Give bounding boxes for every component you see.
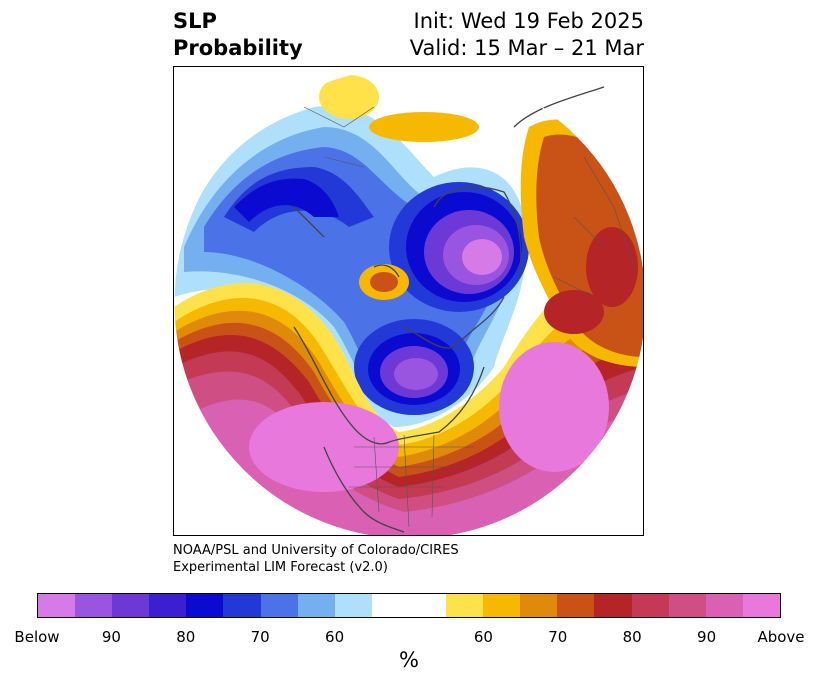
colorbar-tick-label: Above bbox=[757, 628, 805, 646]
colorbar-tick-label: Below bbox=[14, 628, 60, 646]
data-credit: NOAA/PSL and University of Colorado/CIRE… bbox=[173, 542, 459, 576]
colorbar-tick-label: 80 bbox=[622, 628, 642, 646]
init-date: Init: Wed 19 Feb 2025 bbox=[413, 9, 644, 33]
colorbar-neutral-swatch bbox=[371, 594, 447, 617]
colorbar-tick-label: 60 bbox=[473, 628, 493, 646]
above-core-atlantic bbox=[499, 342, 609, 472]
map-title-right: Init: Wed 19 Feb 2025 Valid: 15 Mar – 21… bbox=[410, 8, 644, 62]
credit-line-1: NOAA/PSL and University of Colorado/CIRE… bbox=[173, 543, 459, 558]
title-line-slp: SLP bbox=[173, 9, 217, 33]
colorbar-tick-label: 60 bbox=[325, 628, 345, 646]
colorbar-below-swatch bbox=[223, 594, 261, 617]
colorbar-above-swatch bbox=[446, 594, 484, 617]
polar-projection-map bbox=[174, 67, 643, 535]
valid-range: Valid: 15 Mar – 21 Mar bbox=[409, 36, 644, 60]
colorbar-below-swatch bbox=[297, 594, 335, 617]
colorbar-below-swatch bbox=[334, 594, 372, 617]
shaded-fields bbox=[174, 67, 643, 535]
coastlines bbox=[293, 86, 605, 533]
colorbar-tick-label: 90 bbox=[101, 628, 121, 646]
colorbar-below-swatch bbox=[112, 594, 150, 617]
colorbar-tick-label: 70 bbox=[548, 628, 568, 646]
political-borders bbox=[303, 106, 635, 528]
colorbar-above-swatch bbox=[594, 594, 632, 617]
map-title-left: SLP Probability bbox=[173, 8, 303, 62]
credit-line-2: Experimental LIM Forecast (v2.0) bbox=[173, 560, 388, 575]
colorbar-tick-label: 80 bbox=[176, 628, 196, 646]
probability-map bbox=[173, 66, 644, 536]
colorbar-below-swatch bbox=[186, 594, 224, 617]
colorbar-below-swatch bbox=[149, 594, 187, 617]
colorbar-above-swatch bbox=[557, 594, 595, 617]
colorbar-above-swatch bbox=[631, 594, 669, 617]
colorbar-below-swatch bbox=[75, 594, 113, 617]
colorbar-above-swatch bbox=[483, 594, 521, 617]
colorbar-above-swatch bbox=[668, 594, 706, 617]
colorbar-below-swatch bbox=[38, 594, 76, 617]
colorbar-below-swatch bbox=[260, 594, 298, 617]
colorbar-tick-label: 90 bbox=[697, 628, 717, 646]
colorbar-above-swatch bbox=[520, 594, 558, 617]
colorbar-tick-label: 70 bbox=[250, 628, 270, 646]
colorbar-above-swatch bbox=[705, 594, 743, 617]
colorbar-above-swatch bbox=[742, 594, 780, 617]
probability-colorbar bbox=[37, 593, 781, 618]
colorbar-unit: % bbox=[399, 648, 419, 672]
title-line-probability: Probability bbox=[173, 36, 303, 60]
